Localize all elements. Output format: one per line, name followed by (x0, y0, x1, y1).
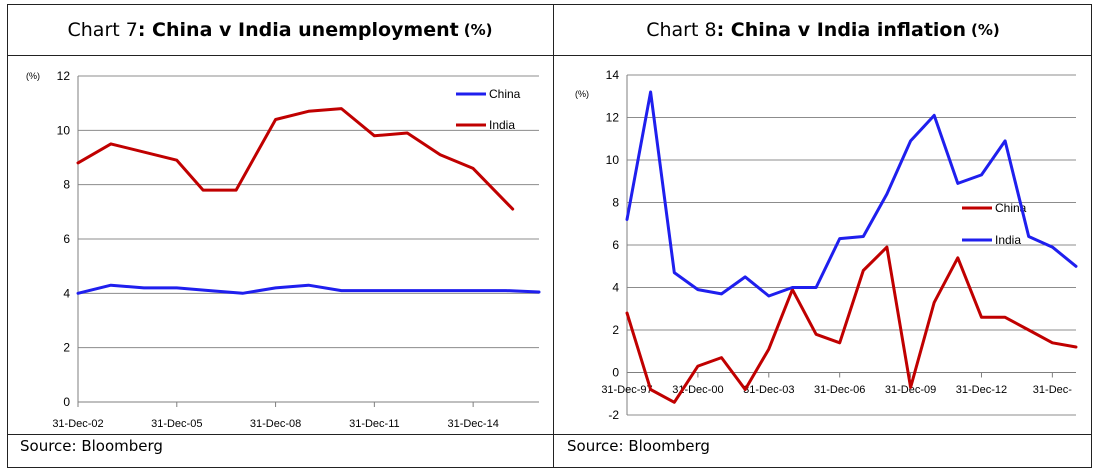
chart7-ytick-label: 12 (57, 69, 71, 83)
chart7-title-main: : China v India unemployment (137, 18, 459, 41)
chart7-xtick-label: 31-Dec-08 (250, 418, 301, 430)
chart7-title-unit: (%) (463, 20, 493, 39)
chart8-xtick-label: 31-Dec-12 (956, 384, 1007, 396)
chart7-xtick-label: 31-Dec-02 (52, 418, 103, 430)
chart7-ytick-label: 6 (63, 232, 70, 246)
chart8-ytick-label: 2 (612, 323, 619, 337)
chart8-title: Chart 8: China v India inflation (%) (554, 4, 1092, 56)
chart8-title-main: : China v India inflation (716, 18, 966, 41)
chart8-ytick-label: 0 (612, 366, 619, 380)
chart7-plot: 0 2 4 6 8 10 12 31-Dec-02 31-Dec-05 31-Dec-08 31-D… (26, 69, 541, 430)
chart7-xtick-label: 31-Dec-14 (447, 418, 498, 430)
chart7-ytick-label: 10 (57, 123, 71, 137)
chart8-unit-label: (%) (575, 89, 589, 99)
chart7-xtick-label: 31-Dec-11 (349, 418, 400, 430)
chart8-xtick-label: 31-Dec- (1033, 384, 1072, 396)
source-divider (7, 434, 1092, 435)
chart8-series-china-line (625, 245, 1078, 404)
chart8-ytick-label: 6 (612, 238, 619, 252)
chart8-title-unit: (%) (971, 20, 1000, 39)
chart7-title-prefix: Chart 7 (67, 18, 138, 41)
chart7-ytick-label: 4 (63, 286, 70, 300)
chart7-ytick-label: 8 (63, 178, 70, 192)
chart8-xtick-label: 31-Dec-09 (885, 384, 936, 396)
chart8-ytick-label: 14 (606, 68, 620, 82)
chart7-series-china-line (76, 283, 541, 295)
chart7-source: Source: Bloomberg (20, 437, 163, 455)
figure-frame (7, 4, 1092, 468)
chart7-xtick-label: 31-Dec-05 (151, 418, 202, 430)
chart8-xtick-label: 31-Dec-03 (743, 384, 794, 396)
chart8-ytick-label: 8 (612, 196, 619, 210)
chart8-ytick-label: 12 (606, 111, 620, 125)
chart7-title: Chart 7: China v India unemployment (%) (7, 4, 553, 56)
chart7-unit-label: (%) (26, 71, 40, 81)
chart7-ytick-label: 2 (63, 341, 70, 355)
chart8-xtick-label: 31-Dec-06 (814, 384, 865, 396)
chart8-xtick-label: 31-Dec-97 (601, 384, 652, 396)
chart8-ytick-label: 4 (612, 281, 619, 295)
chart8-series-india-line (625, 90, 1078, 298)
chart7-series-india-line (76, 107, 515, 211)
chart8-ytick-label: -2 (608, 408, 619, 422)
panel-divider (553, 4, 554, 468)
chart8-legend-label-india: India (995, 233, 1021, 247)
chart8-source: Source: Bloomberg (567, 437, 710, 455)
chart8-ytick-label: 10 (606, 153, 620, 167)
chart8-title-prefix: Chart 8 (646, 18, 717, 41)
chart8-legend-label-china: China (995, 201, 1027, 215)
chart7-ytick-label: 0 (63, 395, 70, 409)
chart7-legend-label-india: India (489, 118, 515, 132)
chart7-legend-label-china: China (489, 87, 521, 101)
